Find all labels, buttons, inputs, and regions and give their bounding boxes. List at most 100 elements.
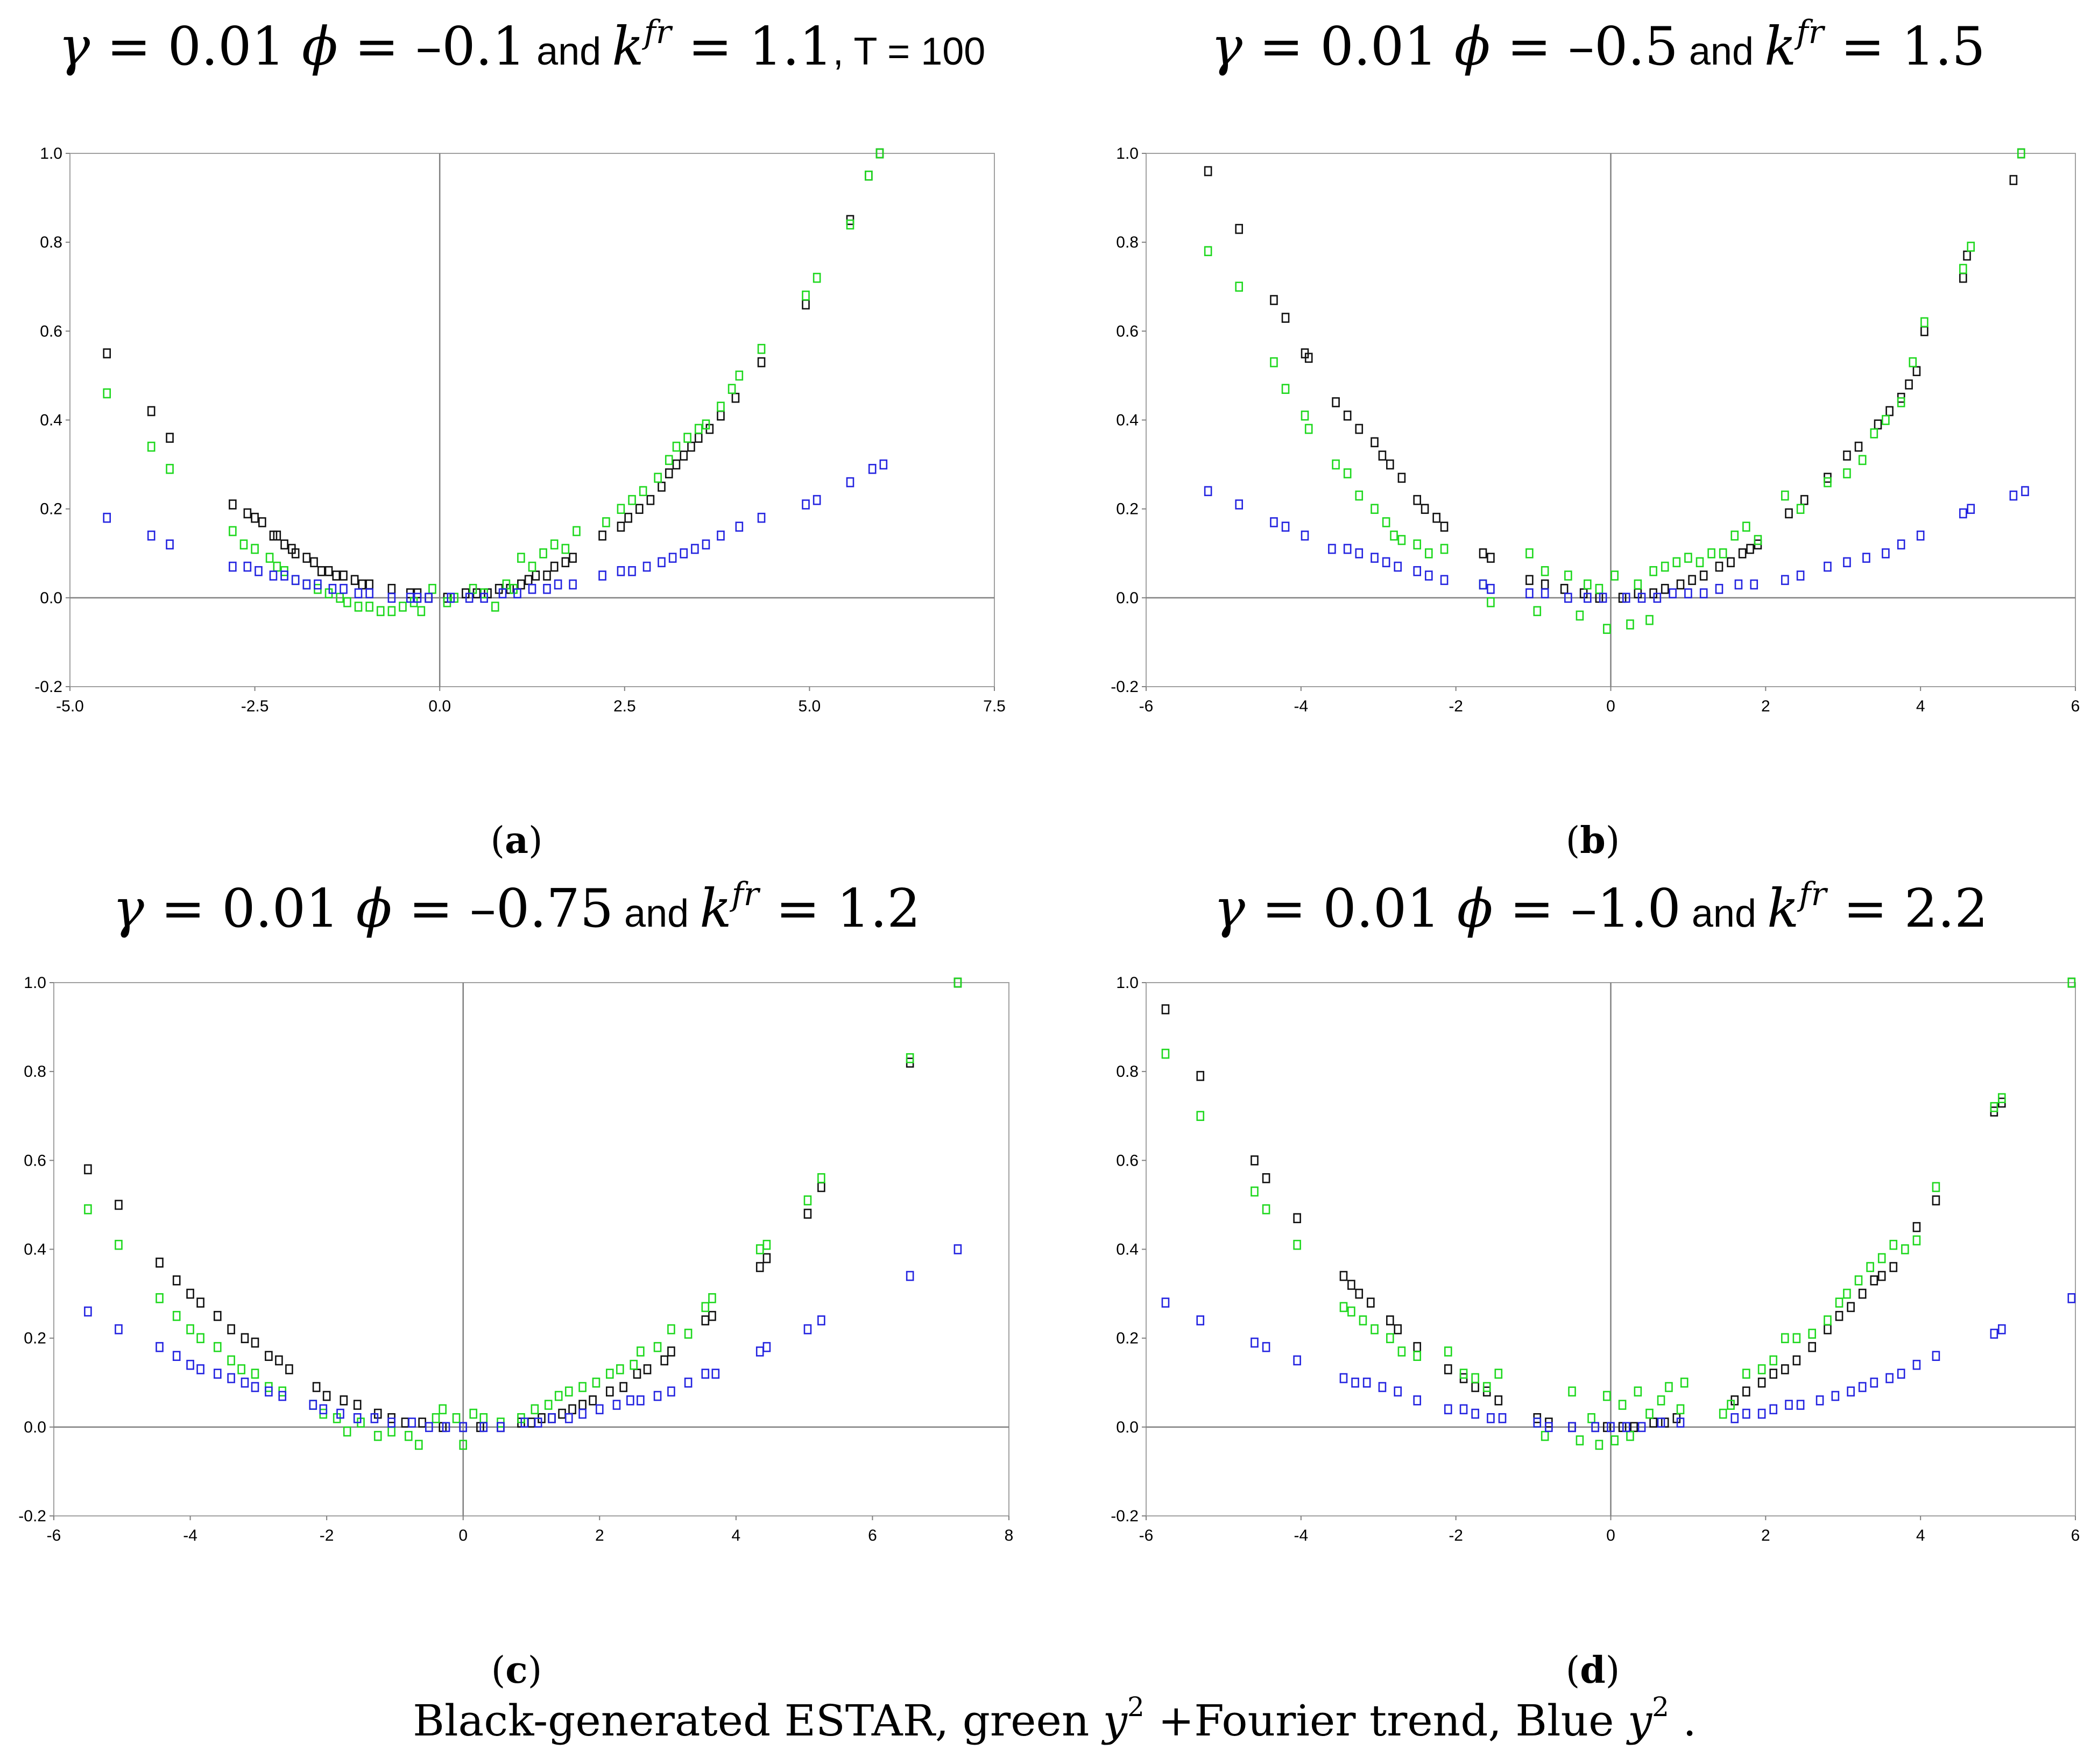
green-marker <box>1835 1297 1843 1308</box>
black-marker <box>103 348 111 358</box>
black-marker <box>568 1404 576 1415</box>
panel-d-title: γ = 0.01 ϕ = –1.0 and kfr = 2.2 <box>1213 876 1988 940</box>
black-marker <box>324 566 333 576</box>
blue-marker <box>227 1373 235 1384</box>
y-tick-label: 1.0 <box>1116 145 1139 163</box>
green-marker <box>1525 548 1534 559</box>
black-marker <box>365 579 373 590</box>
blue-marker <box>802 499 810 510</box>
black-marker <box>1742 1386 1750 1397</box>
green-marker <box>1843 468 1851 478</box>
green-marker <box>727 384 736 394</box>
y-tick-label: 1.0 <box>24 974 46 992</box>
blue-marker <box>408 1417 416 1428</box>
green-marker <box>592 1377 601 1388</box>
green-marker <box>1920 317 1929 328</box>
green-marker <box>1440 544 1449 554</box>
black-marker <box>1196 1071 1205 1081</box>
panel-a: γ = 0.01 ϕ = –0.1 and kfr = 1.1, T = 100… <box>34 13 1006 862</box>
green-marker <box>1901 1244 1909 1254</box>
black-marker <box>2009 175 2018 185</box>
black-marker <box>757 357 766 368</box>
black-marker <box>1757 1377 1766 1388</box>
green-marker <box>1645 615 1654 625</box>
blue-marker <box>1757 1408 1766 1419</box>
black-marker <box>340 1395 348 1406</box>
x-tick-label: -4 <box>1294 697 1308 715</box>
green-marker <box>1235 281 1243 292</box>
black-marker <box>517 579 525 590</box>
blue-marker <box>1545 1422 1553 1433</box>
blue-marker <box>479 1422 488 1433</box>
green-marker <box>309 1400 317 1410</box>
green-marker <box>1645 1408 1654 1419</box>
black-marker <box>731 392 740 403</box>
y-tick-label: 0.6 <box>40 322 62 340</box>
blue-marker <box>528 584 536 594</box>
black-marker <box>213 1311 222 1321</box>
panel-d-label: (d) <box>1566 1649 1620 1692</box>
panel-c-frame <box>53 982 1009 1516</box>
black-marker <box>865 170 873 181</box>
blue-marker <box>628 566 636 576</box>
green-marker <box>564 1386 573 1397</box>
green-marker <box>1397 535 1406 545</box>
green-marker <box>1587 1413 1595 1423</box>
black-marker <box>633 1368 641 1379</box>
blue-marker <box>595 1404 604 1415</box>
blue-marker <box>813 495 821 505</box>
blue-marker <box>196 1364 204 1374</box>
blue-marker <box>1413 566 1422 576</box>
blue-marker <box>653 1391 662 1401</box>
blue-marker <box>255 566 263 576</box>
green-marker <box>115 1239 123 1250</box>
black-marker <box>418 1417 426 1428</box>
green-marker <box>1843 1288 1851 1299</box>
blue-marker <box>717 530 725 541</box>
green-marker <box>251 544 259 554</box>
green-marker <box>1649 566 1657 576</box>
green-marker <box>1301 410 1309 421</box>
green-marker <box>1696 557 1704 568</box>
black-marker <box>548 1413 556 1423</box>
blue-marker <box>1997 1324 2006 1335</box>
blue-marker <box>309 1400 317 1410</box>
black-marker <box>1649 1417 1657 1428</box>
black-marker <box>635 504 644 514</box>
y-tick-label: 0.8 <box>1116 1063 1139 1081</box>
green-marker <box>554 1391 563 1401</box>
green-marker <box>1824 1315 1832 1325</box>
x-tick-label: -2.5 <box>241 697 269 715</box>
green-marker <box>354 602 363 612</box>
green-marker <box>343 1426 351 1437</box>
panel-b-plot: -0.2 0.0 0.2 0.4 0.6 0.8 1.0 -6 -4 -2 0 2 4 6 <box>1111 145 2080 715</box>
blue-marker <box>1471 1408 1479 1419</box>
black-marker <box>803 1209 812 1219</box>
black-marker <box>1858 1288 1867 1299</box>
black-marker <box>1262 1173 1270 1183</box>
blue-marker <box>480 592 488 603</box>
blue-marker <box>612 1400 621 1410</box>
blue-marker <box>1599 592 1607 603</box>
blue-marker <box>817 1315 825 1325</box>
green-marker <box>1424 548 1433 559</box>
black-marker <box>701 1315 710 1325</box>
blue-marker <box>803 1324 812 1335</box>
blue-marker <box>1750 579 1758 590</box>
green-marker <box>637 1346 645 1357</box>
x-tick-label: -2 <box>1449 1527 1463 1544</box>
green-marker <box>1769 1355 1778 1366</box>
green-marker <box>684 1329 693 1339</box>
y-tick-label: 0.0 <box>1116 589 1139 607</box>
black-marker <box>524 575 533 585</box>
green-marker <box>544 1400 553 1410</box>
y-tick-label: 0.6 <box>1116 322 1139 340</box>
green-marker <box>1610 1435 1619 1445</box>
black-marker <box>1963 250 1971 261</box>
blue-marker <box>278 1391 287 1401</box>
black-marker <box>1727 557 1735 568</box>
black-marker <box>646 495 655 505</box>
black-marker <box>1769 1368 1778 1379</box>
blue-marker <box>846 477 854 488</box>
green-marker <box>1719 1408 1727 1419</box>
